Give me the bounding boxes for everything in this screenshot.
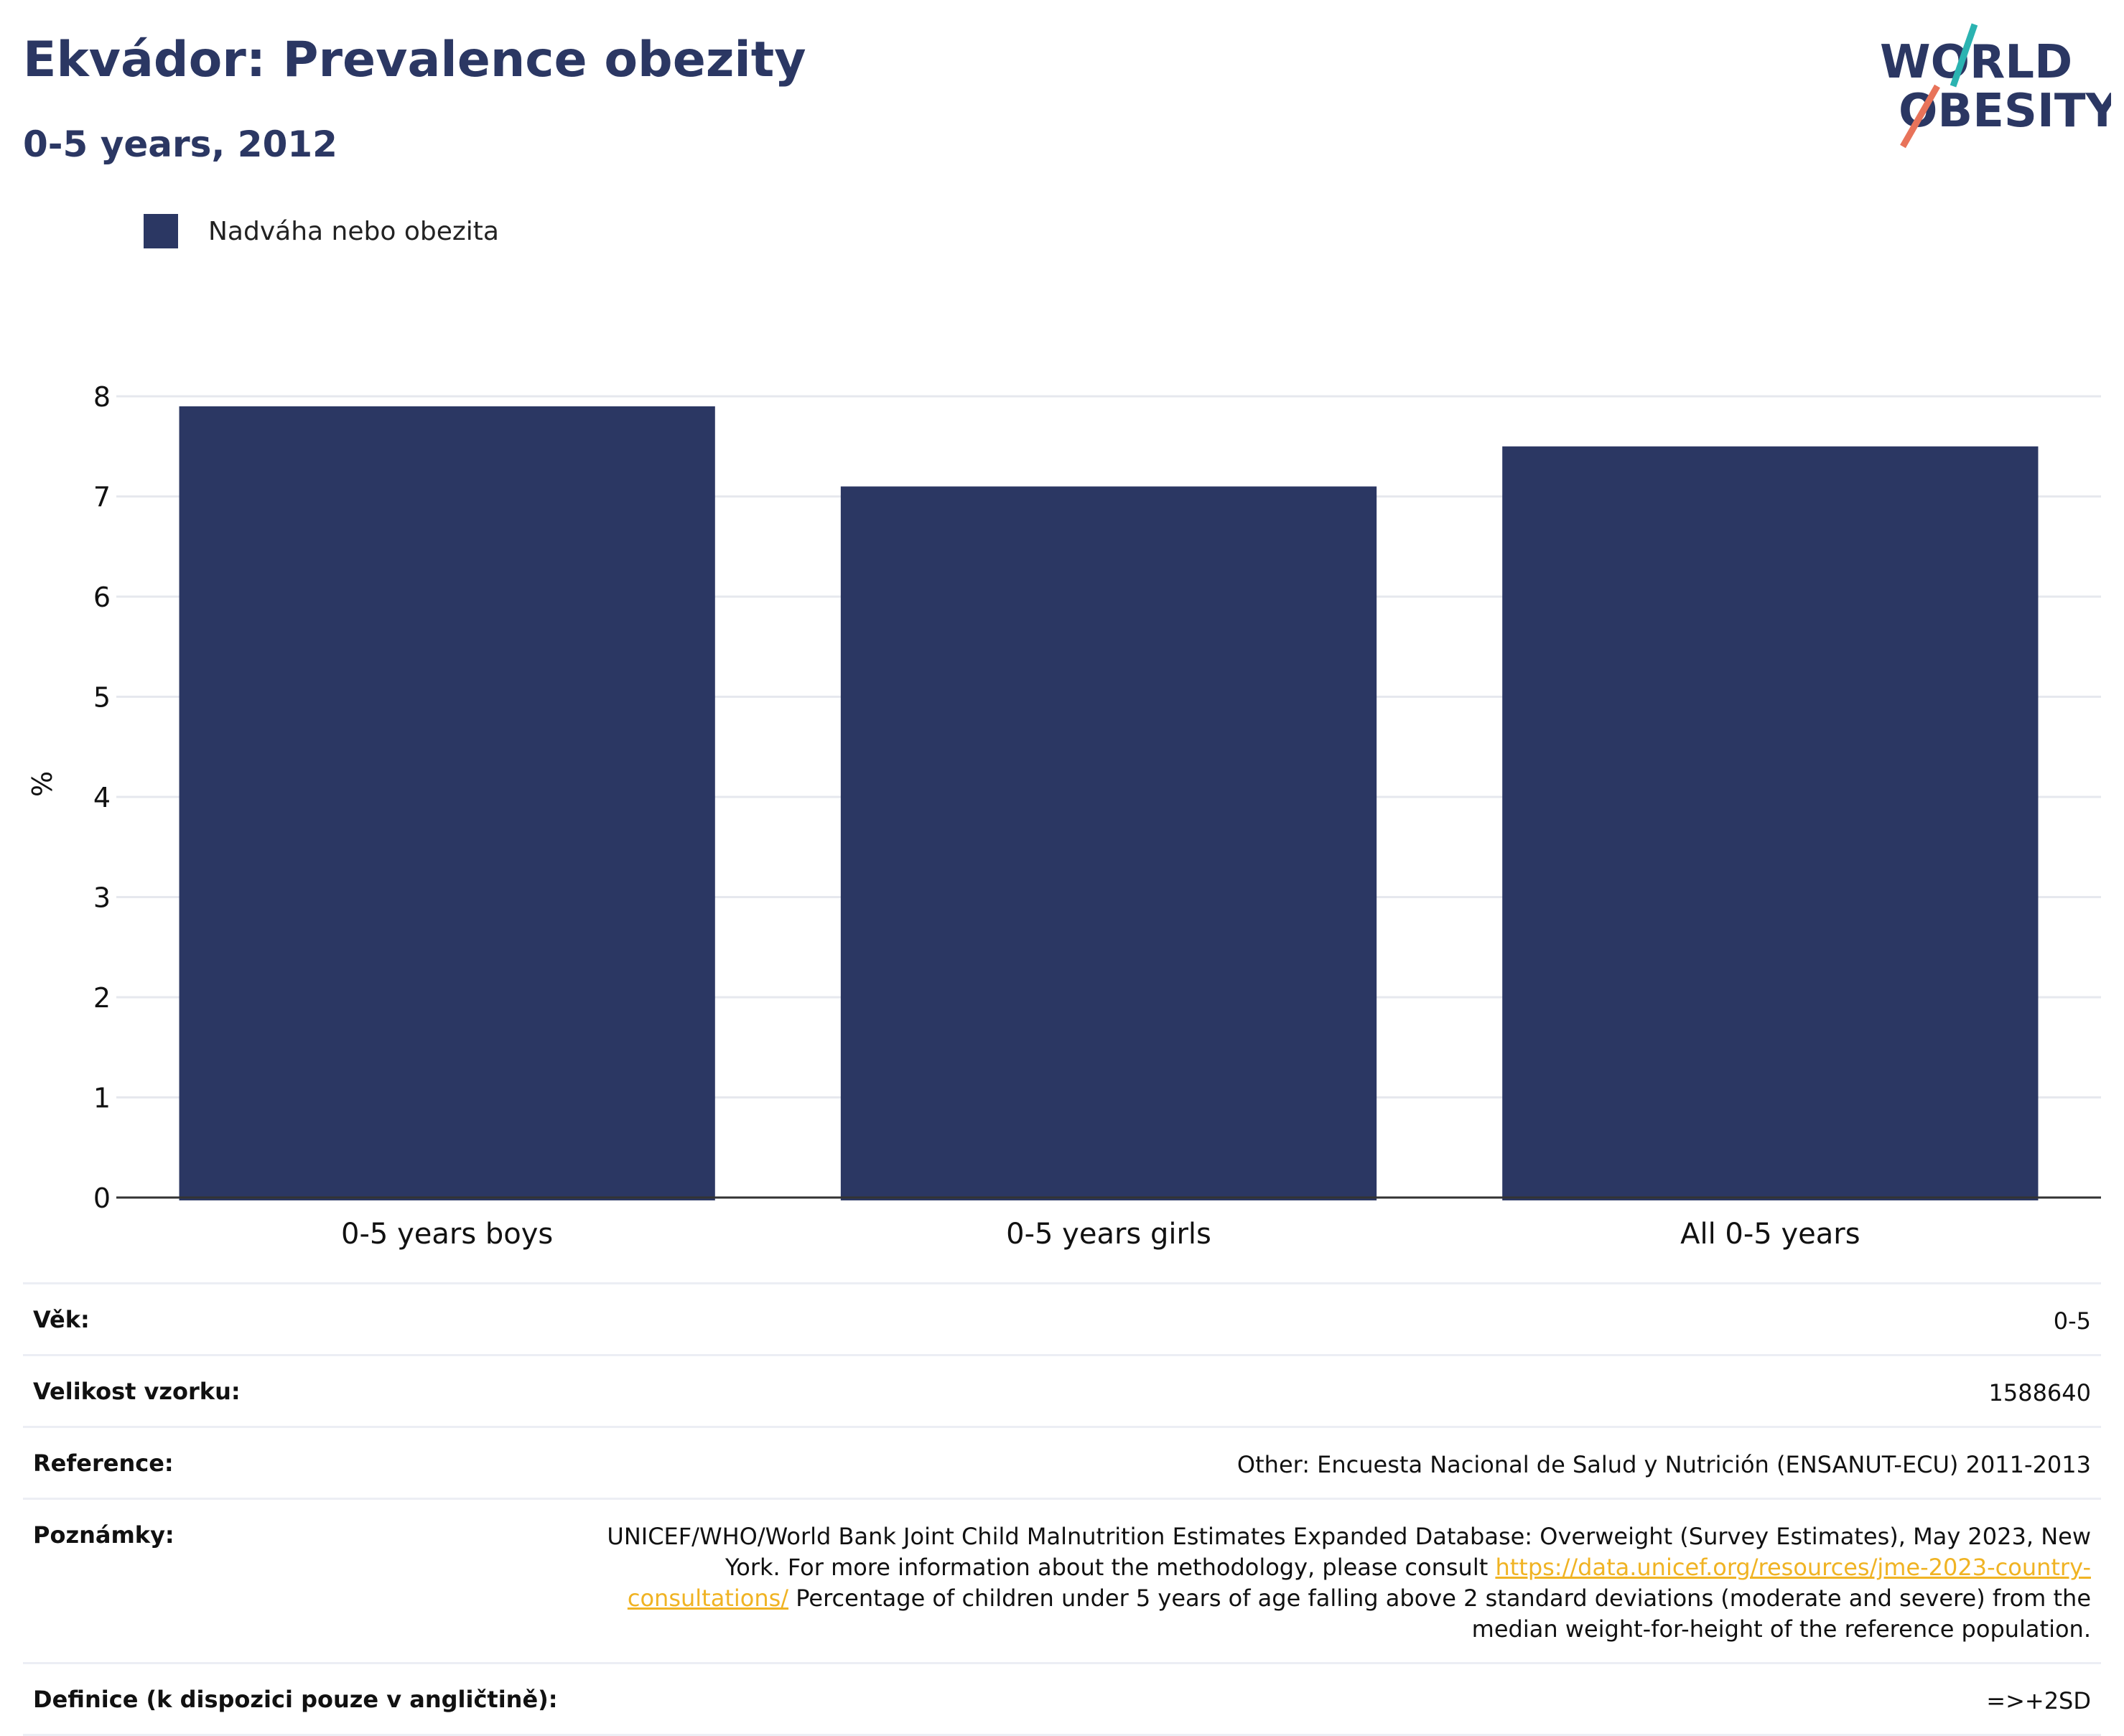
legend-label: Nadváha nebo obezita: [208, 216, 499, 246]
bars: [179, 406, 2039, 1201]
reference-label: Reference:: [33, 1450, 174, 1477]
meta-row-reference: Reference: Other: Encuesta Nacional de S…: [23, 1426, 2101, 1498]
definition-value: =>+2SD: [1986, 1687, 2091, 1714]
x-tick-label: 0-5 years boys: [341, 1218, 553, 1251]
notes-text-2: Percentage of children under 5 years of …: [788, 1585, 2091, 1643]
reference-value: Other: Encuesta Nacional de Salud y Nutr…: [1236, 1451, 2091, 1478]
y-tick-label: 0: [93, 1182, 111, 1214]
chart-subtitle: 0-5 years, 2012: [23, 123, 337, 165]
bar: [840, 486, 1377, 1200]
bar: [1502, 446, 2039, 1200]
age-value: 0-5: [2053, 1307, 2091, 1335]
y-tick-label: 6: [93, 582, 111, 613]
sample-size-value: 1588640: [1988, 1379, 2091, 1406]
bar: [179, 406, 715, 1201]
x-tick-label: All 0-5 years: [1680, 1218, 1860, 1251]
notes-value: UNICEF/WHO/World Bank Joint Child Malnut…: [597, 1521, 2091, 1645]
x-tick-label: 0-5 years girls: [1006, 1218, 1211, 1251]
chart-title: Ekvádor: Prevalence obezity: [23, 32, 806, 88]
meta-row-notes: Poznámky: UNICEF/WHO/World Bank Joint Ch…: [23, 1498, 2101, 1662]
meta-row-definition: Definice (k dispozici pouze v angličtině…: [23, 1662, 2101, 1736]
world-obesity-logo: WORLD OBESITY: [1880, 23, 2111, 149]
y-tick-label: 2: [93, 982, 111, 1014]
y-tick-label: 3: [93, 882, 111, 914]
age-label: Věk:: [33, 1306, 90, 1333]
notes-text-1: UNICEF/WHO/World Bank Joint Child Malnut…: [607, 1523, 2091, 1581]
y-tick-label: 4: [93, 782, 111, 813]
axes: 0 1 2 3 4 5 6 7 8 0-5 years boys 0-5 years girls Al…: [93, 381, 2101, 1251]
methodology-link[interactable]: https://data.unicef.org/resources/jme-20…: [627, 1554, 2091, 1612]
meta-row-sample: Velikost vzorku: 1588640: [23, 1354, 2101, 1426]
sample-size-label: Velikost vzorku:: [33, 1378, 241, 1405]
logo-slash-teal: [1950, 23, 1978, 88]
meta-row-age: Věk: 0-5: [23, 1282, 2101, 1354]
definition-label: Definice (k dispozici pouze v angličtině…: [33, 1686, 558, 1713]
y-tick-label: 8: [93, 381, 111, 413]
y-tick-label: 5: [93, 682, 111, 714]
legend-swatch: [144, 214, 178, 248]
legend: Nadváha nebo obezita: [144, 214, 499, 248]
y-tick-label: 7: [93, 482, 111, 513]
bar-chart: 0 1 2 3 4 5 6 7 8 0-5 years boys 0-5 years girls Al…: [27, 381, 2101, 1251]
y-tick-label: 1: [93, 1083, 111, 1114]
notes-label: Poznámky:: [33, 1521, 174, 1549]
y-axis-label: %: [27, 771, 58, 797]
logo-word-world: WORLD: [1880, 36, 2072, 89]
logo-slash-coral: [1900, 84, 1940, 149]
metadata-table: Věk: 0-5 Velikost vzorku: 1588640 Refere…: [23, 1282, 2101, 1736]
